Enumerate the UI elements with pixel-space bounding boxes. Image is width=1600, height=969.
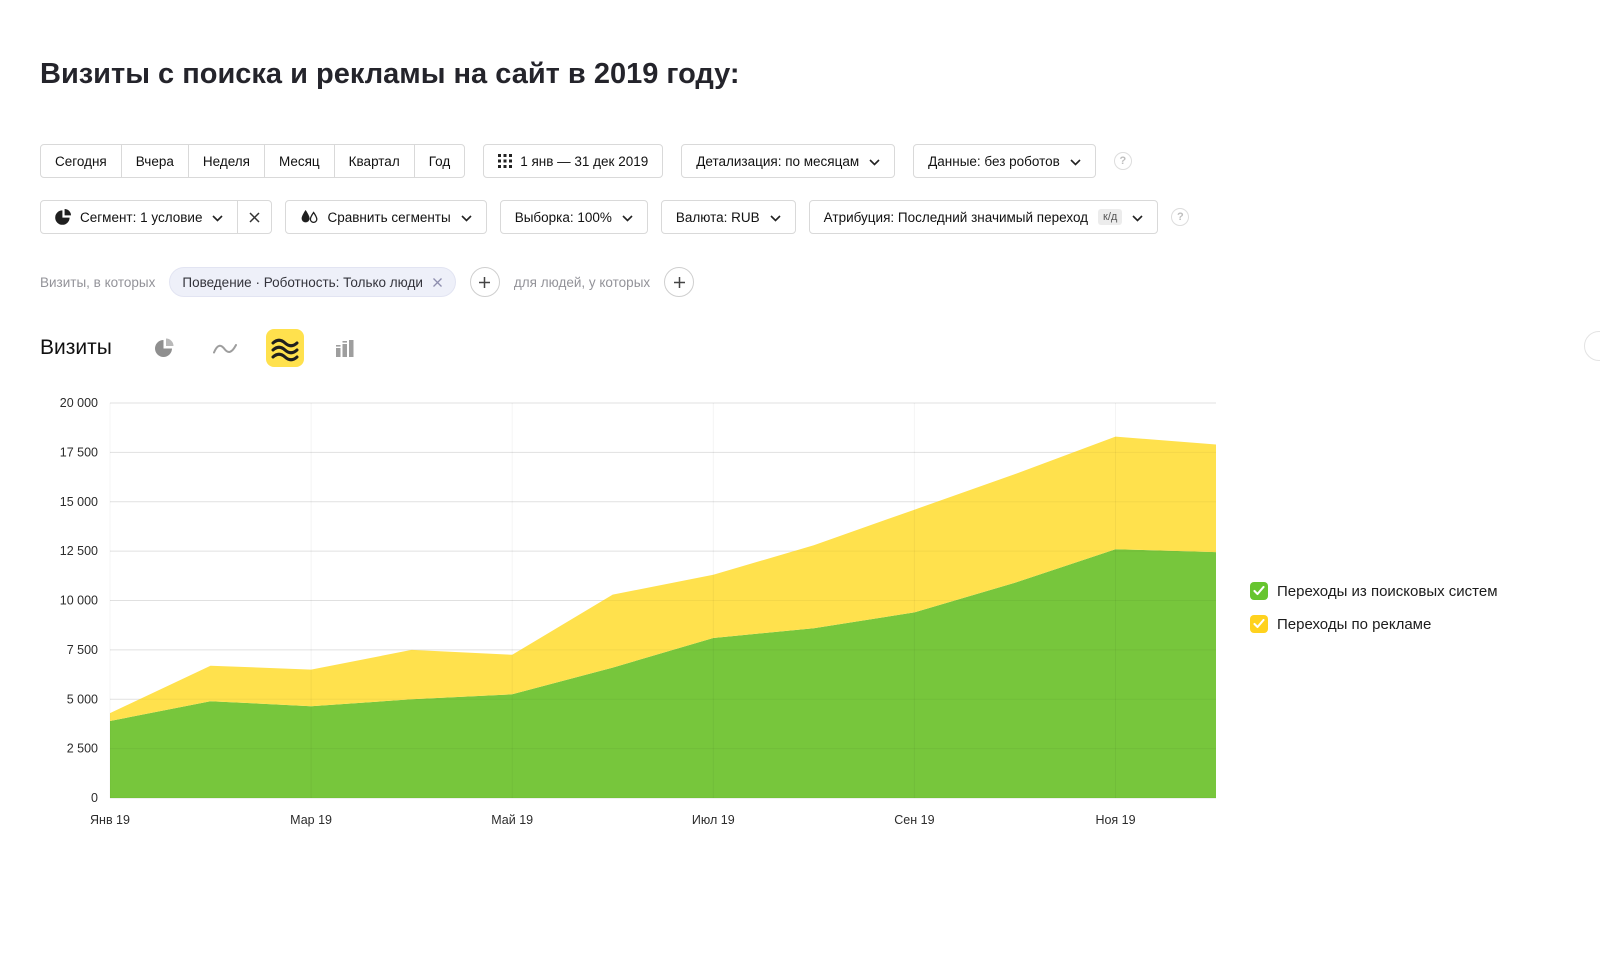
check-icon <box>1253 586 1265 596</box>
plus-icon <box>479 276 491 288</box>
svg-text:5 000: 5 000 <box>67 692 98 706</box>
sample-dropdown[interactable]: Выборка: 100% <box>499 200 648 234</box>
attribution-badge: к/д <box>1098 209 1123 225</box>
add-visit-condition-button[interactable] <box>469 267 500 297</box>
legend-checkbox-ads[interactable] <box>1250 615 1268 633</box>
visits-chart: 0 2 500 5 000 7 500 10 000 12 500 15 000 17 500… <box>60 396 1216 827</box>
period-tab-month[interactable]: Месяц <box>263 144 335 178</box>
chevron-down-icon <box>461 210 472 225</box>
svg-text:Сен 19: Сен 19 <box>894 813 934 827</box>
svg-text:17 500: 17 500 <box>60 445 98 459</box>
svg-text:Июл 19: Июл 19 <box>692 813 735 827</box>
metric-title: Визиты <box>40 336 112 359</box>
data-mode-dropdown[interactable]: Данные: без роботов <box>913 144 1096 178</box>
chart-type-stacked-area-button[interactable] <box>265 329 304 367</box>
chart-type-line-button[interactable] <box>206 329 244 367</box>
segment-pie-icon <box>55 208 72 226</box>
detalization-dropdown[interactable]: Детализация: по месяцам <box>681 144 896 178</box>
detalization-label: Детализация: по месяцам <box>696 153 860 169</box>
svg-text:12 500: 12 500 <box>60 544 98 558</box>
svg-text:Мар 19: Мар 19 <box>290 813 332 827</box>
chevron-down-icon <box>1070 154 1081 169</box>
close-icon <box>249 211 261 223</box>
add-people-condition-button[interactable] <box>664 267 695 297</box>
svg-text:7 500: 7 500 <box>67 643 98 657</box>
segment-dropdown[interactable]: Сегмент: 1 условие <box>40 200 239 234</box>
segment-clear-button[interactable] <box>237 200 273 234</box>
segment-condition-chip[interactable]: Поведение · Роботность: Только люди <box>169 267 456 297</box>
currency-dropdown[interactable]: Валюта: RUB <box>660 200 796 234</box>
attribution-label: Атрибуция: Последний значимый переход <box>823 209 1089 225</box>
metric-row: Визиты <box>40 329 1600 367</box>
svg-text:20 000: 20 000 <box>60 396 98 410</box>
svg-text:10 000: 10 000 <box>60 594 98 608</box>
compare-drops-icon <box>300 209 319 226</box>
sample-label: Выборка: 100% <box>514 209 612 225</box>
visits-in-which-label: Визиты, в которых <box>40 274 156 290</box>
svg-text:Май 19: Май 19 <box>491 813 533 827</box>
data-mode-label: Данные: без роботов <box>928 153 1060 169</box>
attribution-dropdown[interactable]: Атрибуция: Последний значимый переход к/… <box>808 200 1159 234</box>
compare-segments-label: Сравнить сегменты <box>327 209 451 225</box>
currency-label: Валюта: RUB <box>675 209 760 225</box>
svg-text:0: 0 <box>91 791 98 805</box>
chip-close-icon[interactable] <box>432 277 443 288</box>
chevron-down-icon <box>770 210 781 225</box>
period-tab-today[interactable]: Сегодня <box>40 144 122 178</box>
period-tab-year[interactable]: Год <box>413 144 466 178</box>
svg-text:Ноя 19: Ноя 19 <box>1095 813 1135 827</box>
column-chart-icon <box>335 339 354 357</box>
segment-label: Сегмент: 1 условие <box>80 209 203 225</box>
legend-item-search[interactable]: Переходы из поисковых систем <box>1250 582 1498 600</box>
svg-text:Янв 19: Янв 19 <box>90 813 130 827</box>
filter-row: Визиты, в которых Поведение · Роботность… <box>40 267 1560 297</box>
period-tab-week[interactable]: Неделя <box>187 144 265 178</box>
toolbar-row-segments: Сегмент: 1 условие Сравнить сегменты Выб… <box>40 200 1560 234</box>
chevron-down-icon <box>1132 210 1143 225</box>
legend-label-ads: Переходы по рекламе <box>1277 615 1432 633</box>
plus-icon <box>673 276 685 288</box>
segment-chip-label: Поведение · Роботность: Только люди <box>182 274 423 290</box>
scroll-right-button[interactable] <box>1584 331 1600 361</box>
period-tab-quarter[interactable]: Квартал <box>333 144 415 178</box>
pie-chart-icon <box>155 338 174 357</box>
legend-checkbox-search[interactable] <box>1250 582 1268 600</box>
line-chart-icon <box>212 343 237 353</box>
chevron-down-icon <box>622 210 633 225</box>
chevron-down-icon <box>212 210 224 225</box>
chevron-down-icon <box>869 154 880 169</box>
for-people-label: для людей, у которых <box>513 274 651 290</box>
page-title: Визиты с поиска и рекламы на сайт в 2019… <box>40 58 740 90</box>
check-icon <box>1253 619 1265 629</box>
chart-legend: Переходы из поисковых систем Переходы по… <box>1250 582 1498 633</box>
svg-text:2 500: 2 500 <box>67 742 98 756</box>
period-tab-yesterday[interactable]: Вчера <box>120 144 189 178</box>
legend-label-search: Переходы из поисковых систем <box>1277 582 1498 600</box>
toolbar-row-periods: Сегодня Вчера Неделя Месяц Квартал Год 1… <box>40 144 1560 178</box>
help-icon[interactable]: ? <box>1171 208 1190 226</box>
calendar-grid-icon <box>498 154 513 168</box>
date-range-label: 1 янв — 31 дек 2019 <box>520 153 649 169</box>
chart-type-columns-button[interactable] <box>326 329 364 367</box>
chart-type-pie-button[interactable] <box>146 329 184 367</box>
legend-item-ads[interactable]: Переходы по рекламе <box>1250 615 1498 633</box>
help-icon[interactable]: ? <box>1113 152 1132 170</box>
compare-segments-dropdown[interactable]: Сравнить сегменты <box>285 200 487 234</box>
segment-group: Сегмент: 1 условие <box>40 200 273 234</box>
chart-area: 0 2 500 5 000 7 500 10 000 12 500 15 000 17 500… <box>40 393 1560 839</box>
svg-text:15 000: 15 000 <box>60 495 98 509</box>
period-tabs-group: Сегодня Вчера Неделя Месяц Квартал Год <box>40 144 466 178</box>
date-range-button[interactable]: 1 янв — 31 дек 2019 <box>483 144 664 178</box>
page: Визиты с поиска и рекламы на сайт в 2019… <box>40 58 1600 839</box>
stacked-area-chart-icon <box>271 338 299 362</box>
